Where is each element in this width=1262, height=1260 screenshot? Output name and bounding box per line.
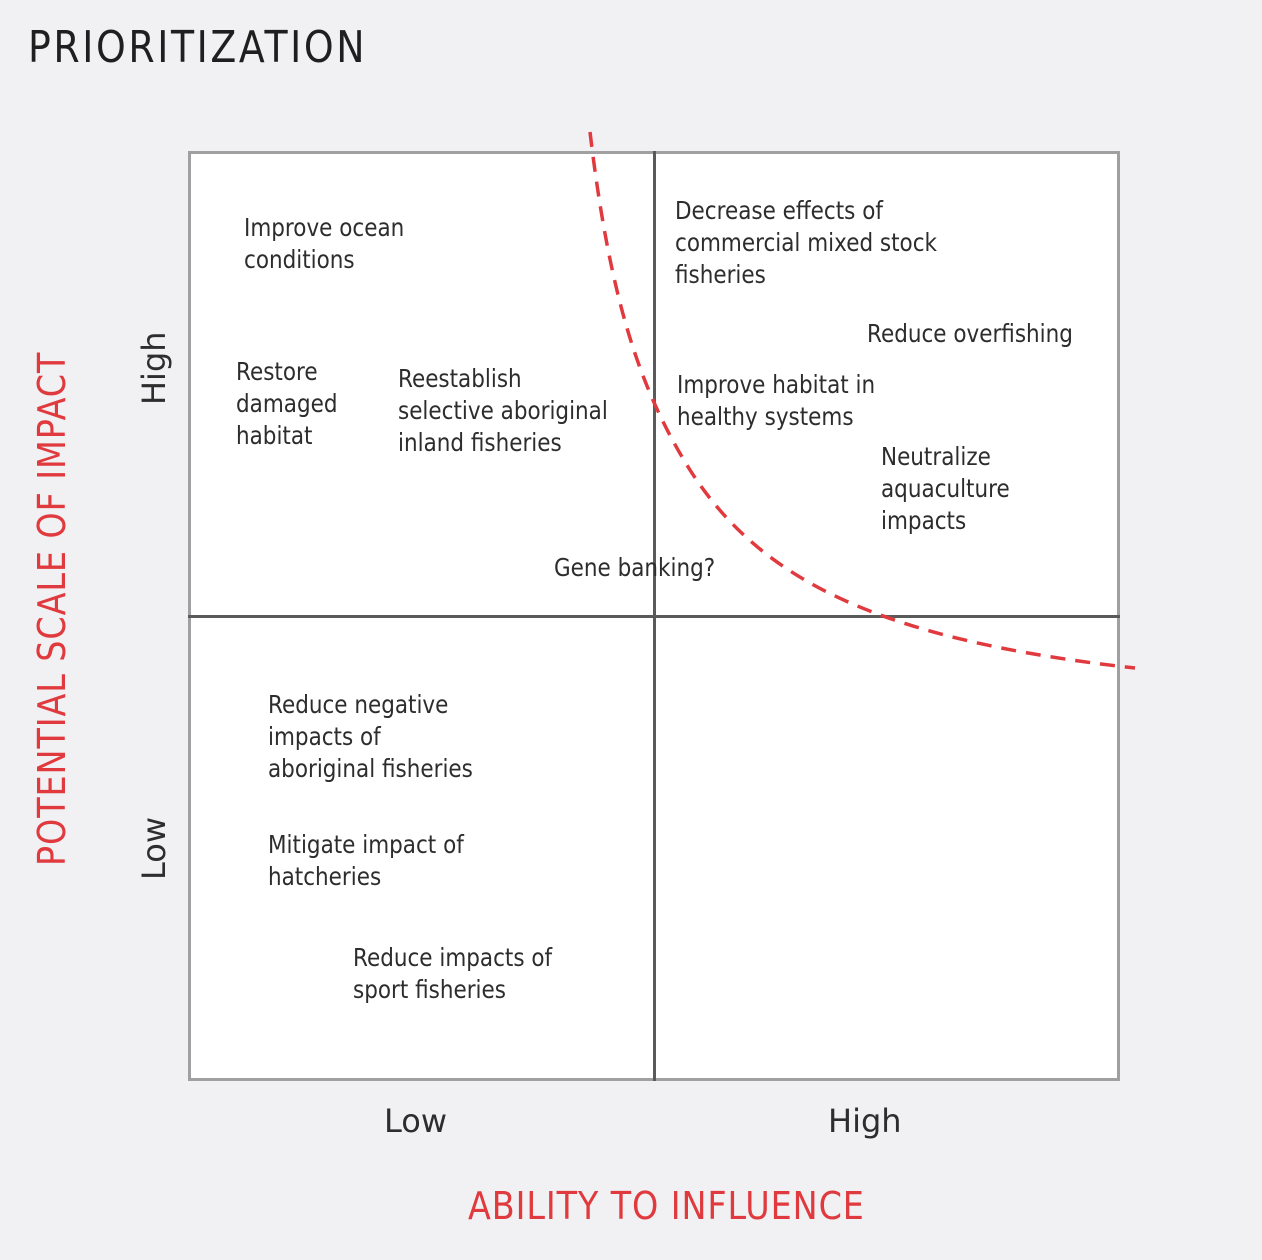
- priority-curve-path: [588, 131, 1136, 670]
- item-restore-damaged-habitat: Restore damaged habitat: [236, 357, 338, 450]
- item-improve-habitat-healthy: Improve habitat in healthy systems: [677, 370, 876, 431]
- item-improve-ocean-conditions: Improve ocean conditions: [244, 213, 405, 274]
- item-reduce-sport-fisheries: Reduce impacts of sport fisheries: [353, 943, 553, 1004]
- page-title: PRIORITIZATION: [28, 22, 368, 73]
- x-axis-label: ABILITY TO INFLUENCE: [468, 1184, 865, 1228]
- item-reestablish-aboriginal-fisheries: Reestablish selective aboriginal inland …: [398, 364, 608, 457]
- item-reduce-overfishing: Reduce overfishing: [867, 319, 1073, 348]
- item-decrease-effects-commercial: Decrease effects of commercial mixed sto…: [675, 196, 937, 289]
- item-reduce-negative-aboriginal: Reduce negative impacts of aboriginal fi…: [268, 690, 473, 783]
- item-neutralize-aquaculture: Neutralize aquaculture impacts: [881, 442, 1010, 535]
- item-gene-banking: Gene banking?: [554, 553, 716, 582]
- item-mitigate-hatcheries: Mitigate impact of hatcheries: [268, 830, 464, 891]
- x-tick-low: Low: [384, 1102, 448, 1140]
- x-tick-high: High: [828, 1102, 902, 1140]
- horizontal-divider: [188, 615, 1120, 618]
